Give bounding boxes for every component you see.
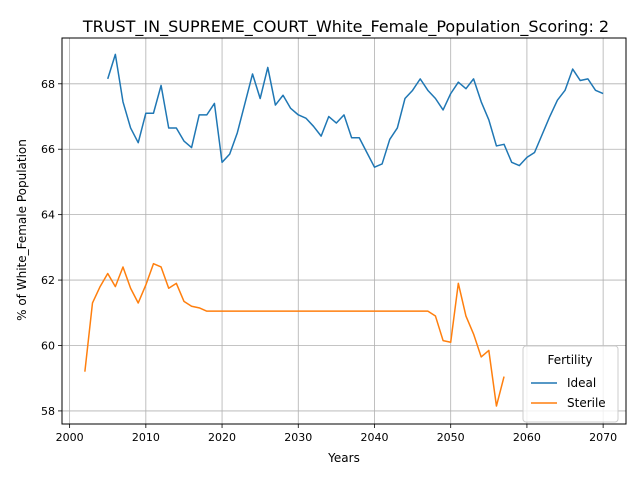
y-axis-ticks: 58 60 62 64 66 68 <box>41 78 62 418</box>
y-tick-label: 60 <box>41 339 55 352</box>
series-line-sterile <box>84 262 505 407</box>
x-axis-label: Years <box>327 451 360 465</box>
chart-title: TRUST_IN_SUPREME_COURT_White_Female_Popu… <box>82 17 609 37</box>
plot-frame <box>61 37 627 425</box>
x-tick-label: 2070 <box>589 431 617 444</box>
y-tick-label: 68 <box>41 78 55 91</box>
x-tick-label: 2000 <box>56 431 84 444</box>
x-tick-label: 2050 <box>437 431 465 444</box>
x-tick-label: 2060 <box>513 431 541 444</box>
legend-label-ideal: Ideal <box>567 376 596 390</box>
y-tick-label: 62 <box>41 274 55 287</box>
x-tick-label: 2030 <box>284 431 312 444</box>
y-tick-label: 58 <box>41 405 55 418</box>
legend-label-sterile: Sterile <box>567 396 606 410</box>
series-lines <box>84 53 604 407</box>
x-tick-label: 2010 <box>132 431 160 444</box>
legend: Fertility Ideal Sterile <box>522 345 619 423</box>
series-line-ideal <box>107 53 604 168</box>
x-tick-label: 2020 <box>208 431 236 444</box>
legend-title: Fertility <box>547 353 592 367</box>
x-axis-ticks: 2000 2010 2020 2030 2040 2050 2060 2070 <box>56 424 617 444</box>
y-tick-label: 66 <box>41 143 55 156</box>
y-tick-label: 64 <box>41 209 55 222</box>
x-tick-label: 2040 <box>360 431 388 444</box>
grid-lines <box>62 38 626 424</box>
y-axis-label: % of White_Female Population <box>15 139 29 321</box>
